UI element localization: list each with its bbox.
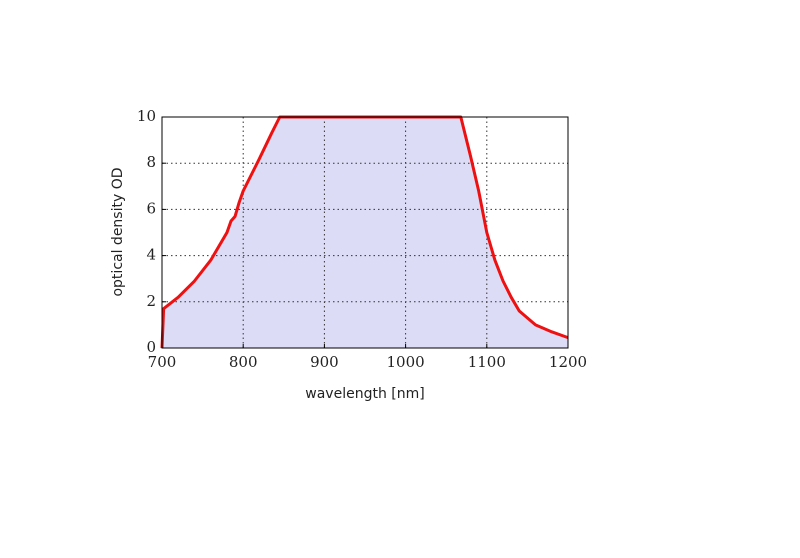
y-tick-label: 2 <box>146 292 156 310</box>
x-axis-label: wavelength [nm] <box>305 386 424 402</box>
y-axis-label: optical density OD <box>110 167 126 296</box>
x-tick-label: 700 <box>148 353 177 371</box>
y-tick-label: 0 <box>146 338 156 356</box>
y-tick-label: 6 <box>146 199 156 217</box>
area <box>162 117 568 348</box>
plot-frame <box>161 116 569 349</box>
y-tick-label: 4 <box>146 246 156 264</box>
x-tick-label: 1200 <box>549 353 587 371</box>
x-tick-label: 1100 <box>468 353 506 371</box>
x-tick-label: 1000 <box>387 353 425 371</box>
x-tick-label: 900 <box>310 353 339 371</box>
x-tick-label: 800 <box>229 353 258 371</box>
y-tick-label: 10 <box>137 107 156 125</box>
y-tick-label: 8 <box>146 153 156 171</box>
